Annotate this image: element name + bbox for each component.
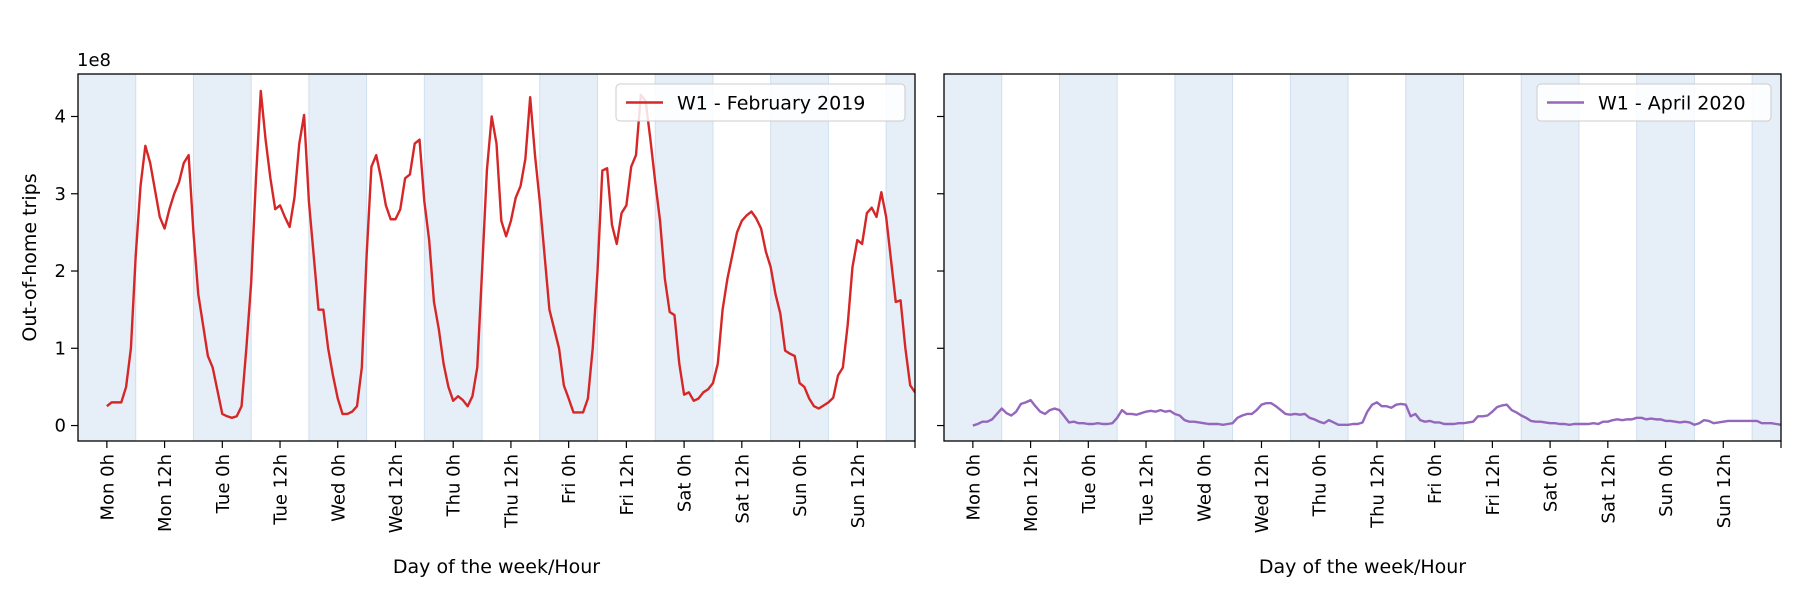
panel-1-x-tick-label: Wed 12h: [386, 454, 407, 533]
chart-panel-april-2020: Mon 0h Mon 12h Tue 0h Tue 12h Wed 0h Wed 12h T…: [937, 73, 1782, 578]
panel-1-y-tick-label: 2: [55, 261, 66, 282]
panel-1-y-tick-label: 0: [55, 416, 66, 437]
panel-2-night-band: [1751, 74, 1781, 441]
panel-2-night-band: [1636, 74, 1695, 441]
panel-1-x-tick-label: Mon 12h: [155, 454, 176, 532]
panel-2-legend-box: [1536, 83, 1772, 122]
panel-2-x-tick-label: Wed 12h: [1252, 454, 1273, 533]
panel-2-night-band: [1174, 74, 1234, 441]
panel-1-legend: W1 - February 2019: [615, 83, 906, 122]
panel-1-x-tick-label: Mon 0h: [97, 454, 118, 521]
chart-panel-february-2019: 0 1 2 3 4 1e8 Out-of-home trips Mon 0h Mon 12h Tu…: [19, 50, 916, 578]
panel-2-night-shading: [944, 74, 1781, 441]
panel-2-series-line: [972, 398, 1781, 427]
panel-1-legend-label: W1 - February 2019: [677, 93, 865, 115]
panel-1-y-tick-label: 4: [55, 106, 66, 127]
panel-1-y-offset-text: 1e8: [77, 50, 111, 71]
panel-1-night-band: [423, 74, 483, 441]
panel-1-x-tick-label: Tue 0h: [213, 454, 234, 514]
panel-2-x-tick-label: Mon 12h: [1021, 454, 1042, 532]
panel-1-x-tick-label: Wed 0h: [328, 454, 349, 522]
panel-1-x-tick-label: Sat 0h: [675, 454, 696, 512]
panel-2-x-tick-label: Fri 0h: [1425, 454, 1446, 504]
panel-2-x-tick-label: Thu 0h: [1310, 454, 1331, 517]
panel-1-x-tick-label: Thu 12h: [501, 454, 522, 529]
panel-1-x-axis-title: Day of the week/Hour: [393, 556, 600, 578]
panel-2-x-tick-label: Sun 12h: [1714, 454, 1735, 528]
panel-2-x-tick-label: Fri 12h: [1483, 454, 1504, 515]
panel-1-y-axis-title: Out-of-home trips: [19, 173, 41, 341]
panel-2-night-band: [1520, 74, 1580, 441]
panel-2-x-axis-title: Day of the week/Hour: [1259, 556, 1466, 578]
panel-2-night-band: [1289, 74, 1349, 441]
panel-1-night-band: [192, 74, 252, 441]
panel-2-axes-frame: [943, 73, 1782, 442]
panel-1-night-shading: [78, 74, 915, 441]
panel-2-x-tick-label: Sat 12h: [1598, 454, 1619, 524]
panel-2-x-tick-label: Tue 0h: [1079, 454, 1100, 514]
panel-1-axes-frame: [77, 73, 916, 442]
panel-2-night-band: [1058, 74, 1118, 441]
panel-2-legend-label: W1 - April 2020: [1598, 93, 1746, 115]
panel-2-night-band: [1405, 74, 1465, 441]
panel-2-x-tick-label: Sat 0h: [1541, 454, 1562, 512]
panel-1-y-tick-label: 3: [55, 184, 66, 205]
panel-1-night-band: [308, 74, 368, 441]
panel-2-night-band: [944, 74, 1003, 441]
panel-1-x-tick-label: Sun 0h: [790, 454, 811, 517]
panel-2-legend: W1 - April 2020: [1536, 83, 1772, 122]
panel-1-x-tick-label: Sun 12h: [848, 454, 869, 528]
panel-1-night-band: [770, 74, 829, 441]
panel-1-x-tick-label: Sat 12h: [732, 454, 753, 524]
panel-1-x-tick-label: Fri 12h: [617, 454, 638, 515]
panel-2-x-tick-label: Sun 0h: [1656, 454, 1677, 517]
panel-1-legend-box: [615, 83, 906, 122]
panel-1-x-tick-label: Fri 0h: [559, 454, 580, 504]
panel-1-series-line: [106, 89, 915, 420]
panel-2-x-tick-label: Wed 0h: [1194, 454, 1215, 522]
panel-1-y-tick-label: 1: [55, 338, 66, 359]
panel-1-x-tick-label: Thu 0h: [444, 454, 465, 517]
panel-2-x-tick-label: Tue 12h: [1137, 454, 1158, 526]
panel-2-x-tick-label: Thu 12h: [1367, 454, 1388, 529]
panel-1-night-band: [654, 74, 714, 441]
panel-1-night-band: [539, 74, 599, 441]
panel-1-x-tick-label: Tue 12h: [271, 454, 292, 526]
panel-2-x-tick-label: Mon 0h: [963, 454, 984, 521]
